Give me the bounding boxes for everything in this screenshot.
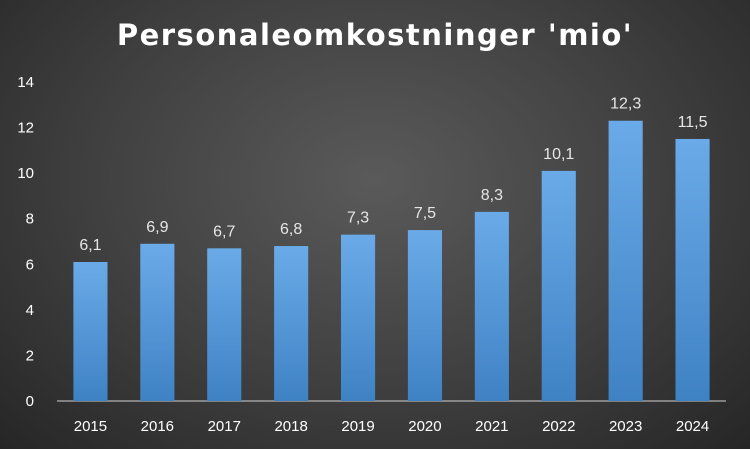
bar-2022 bbox=[541, 170, 576, 401]
x-tick-label: 2017 bbox=[208, 418, 241, 435]
bar-2019 bbox=[340, 234, 376, 401]
y-tick-label: 2 bbox=[26, 347, 34, 364]
x-tick-label: 2021 bbox=[475, 418, 508, 435]
y-tick-label: 14 bbox=[17, 74, 34, 91]
x-tick-label: 2022 bbox=[542, 418, 575, 435]
y-tick-label: 0 bbox=[26, 393, 34, 410]
y-tick-label: 6 bbox=[26, 256, 34, 273]
x-tick-label: 2024 bbox=[676, 418, 709, 435]
bar-2017 bbox=[207, 248, 242, 401]
data-label: 6,1 bbox=[79, 237, 101, 254]
x-tick-label: 2015 bbox=[74, 418, 107, 435]
bar-2018 bbox=[274, 246, 309, 401]
bar-2021 bbox=[474, 211, 509, 401]
y-tick-label: 4 bbox=[26, 302, 34, 319]
x-tick-label: 2016 bbox=[141, 418, 174, 435]
data-label: 7,3 bbox=[347, 210, 369, 227]
chart-title: Personaleomkostninger 'mio' bbox=[116, 18, 634, 52]
bar-2024 bbox=[675, 138, 710, 401]
data-label: 10,1 bbox=[543, 146, 574, 163]
data-label: 8,3 bbox=[481, 187, 503, 204]
data-label: 6,7 bbox=[213, 223, 235, 240]
data-label: 6,8 bbox=[280, 221, 302, 238]
data-label: 11,5 bbox=[678, 114, 708, 131]
x-tick-label: 2018 bbox=[274, 418, 307, 435]
data-label: 6,9 bbox=[146, 219, 168, 236]
y-tick-label: 12 bbox=[17, 120, 34, 137]
bar-2023 bbox=[608, 120, 643, 401]
x-tick-label: 2023 bbox=[609, 418, 642, 435]
bar-2015 bbox=[73, 262, 108, 401]
bar-2020 bbox=[407, 230, 443, 401]
x-tick-label: 2019 bbox=[341, 418, 374, 435]
data-label: 12,3 bbox=[610, 96, 641, 113]
x-tick-label: 2020 bbox=[408, 418, 441, 435]
data-label: 7,5 bbox=[414, 205, 436, 222]
y-tick-label: 8 bbox=[26, 211, 34, 228]
bar-2016 bbox=[140, 243, 175, 401]
y-tick-label: 10 bbox=[17, 165, 34, 182]
